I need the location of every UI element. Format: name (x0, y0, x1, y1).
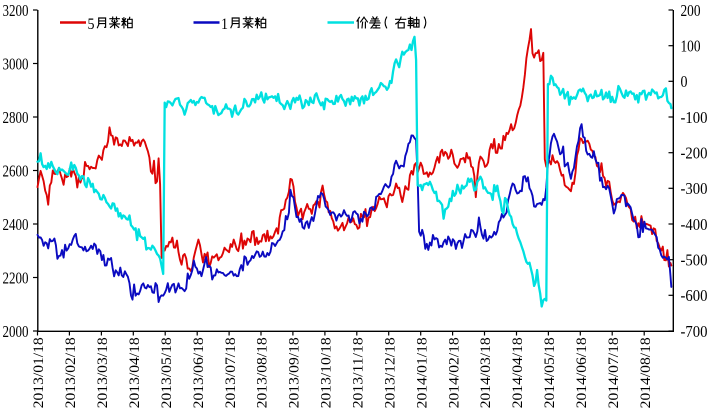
svg-text:-400: -400 (681, 215, 708, 234)
svg-text:2014/02/18: 2014/02/18 (446, 337, 462, 408)
svg-text:2013/12/18: 2013/12/18 (382, 337, 398, 408)
svg-text:2000: 2000 (3, 322, 29, 341)
svg-text:-700: -700 (681, 322, 708, 341)
svg-text:2013/04/18: 2013/04/18 (127, 337, 143, 408)
svg-text:-100: -100 (681, 108, 708, 127)
svg-text:2200: 2200 (3, 268, 29, 287)
svg-text:2014/05/18: 2014/05/18 (542, 337, 558, 408)
svg-text:-200: -200 (681, 144, 708, 163)
svg-text:2013/05/18: 2013/05/18 (159, 337, 175, 408)
svg-text:2014/08/18: 2014/08/18 (638, 337, 654, 408)
svg-text:2013/01/18: 2013/01/18 (31, 337, 47, 408)
svg-text:2013/08/18: 2013/08/18 (255, 337, 271, 408)
svg-text:2013/06/18: 2013/06/18 (191, 337, 207, 408)
svg-text:2013/10/18: 2013/10/18 (319, 337, 335, 408)
svg-text:2013/11/18: 2013/11/18 (351, 337, 367, 408)
svg-text:2013/07/18: 2013/07/18 (223, 337, 239, 408)
svg-text:-500: -500 (681, 251, 708, 270)
svg-text:2014/07/18: 2014/07/18 (606, 337, 622, 408)
svg-text:2014/04/18: 2014/04/18 (510, 337, 526, 408)
svg-text:2013/09/18: 2013/09/18 (287, 337, 303, 408)
svg-text:2014/01/18: 2014/01/18 (414, 337, 430, 408)
svg-text:2013/03/18: 2013/03/18 (95, 337, 111, 408)
svg-text:200: 200 (681, 1, 701, 20)
svg-text:2400: 2400 (3, 215, 29, 234)
svg-text:0: 0 (681, 72, 688, 91)
svg-text:-300: -300 (681, 179, 708, 198)
svg-text:100: 100 (681, 37, 701, 56)
svg-text:1: 1 (221, 16, 228, 33)
svg-text:2014/06/18: 2014/06/18 (574, 337, 590, 408)
svg-text:5: 5 (88, 16, 95, 33)
svg-text:3000: 3000 (3, 54, 29, 73)
svg-text:2013/02/18: 2013/02/18 (63, 337, 79, 408)
svg-text:3200: 3200 (3, 1, 29, 20)
svg-text:2800: 2800 (3, 108, 29, 127)
svg-text:-600: -600 (681, 286, 708, 305)
svg-text:2600: 2600 (3, 161, 29, 180)
svg-text:2014/03/18: 2014/03/18 (478, 337, 494, 408)
